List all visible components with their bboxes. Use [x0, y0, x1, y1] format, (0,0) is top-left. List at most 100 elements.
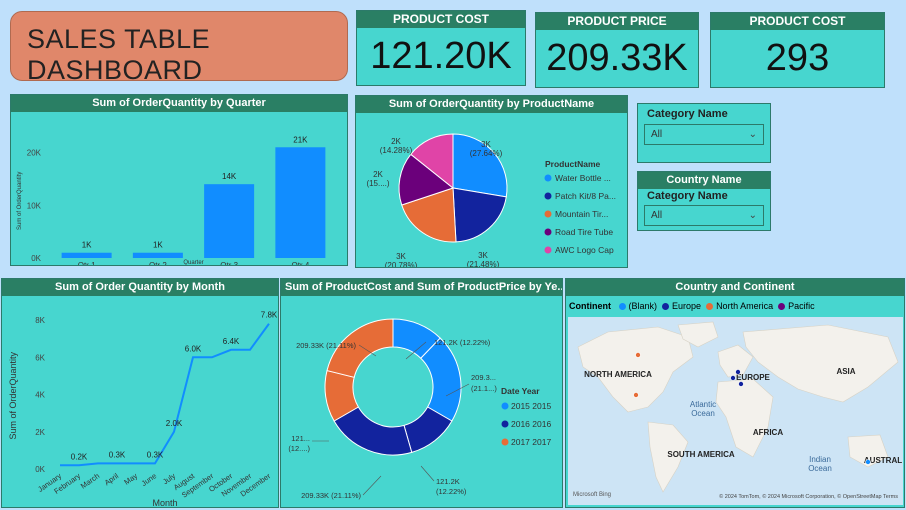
- legend-item[interactable]: Mountain Tir...: [555, 209, 608, 219]
- map-legend-item[interactable]: Europe: [662, 301, 701, 311]
- bar-data-label: 1K: [153, 241, 163, 250]
- legend-marker: [544, 246, 552, 254]
- x-axis-label: Month: [152, 498, 177, 508]
- pie-slice[interactable]: [410, 133, 454, 190]
- kpi-value: 209.33K: [546, 37, 688, 79]
- bing-logo: Microsoft Bing: [573, 492, 611, 498]
- map-place-label: ASIA: [836, 367, 855, 376]
- category-slicer[interactable]: Category Name All ⌄: [637, 103, 771, 163]
- slice-pct-label: (20.78%): [385, 261, 418, 268]
- map-data-point[interactable]: [738, 381, 744, 387]
- legend-title: Date Year: [501, 386, 540, 396]
- map-place-label: AUSTRAL: [864, 456, 902, 465]
- donut-data-label: (21.1...): [471, 384, 497, 393]
- point-data-label: 6.0K: [185, 344, 202, 353]
- pie-slice[interactable]: [398, 153, 455, 206]
- kpi-label: PRODUCT COST: [711, 13, 884, 30]
- country-dropdown[interactable]: All ⌄: [644, 205, 764, 226]
- map-place-label: SOUTH AMERICA: [667, 450, 734, 459]
- legend-marker: [544, 192, 552, 200]
- product-pie-chart: 3K(27.64%)3K(21.48%)3K(20.78%)2K(15....)…: [366, 133, 616, 268]
- slice-pct-label: (14.28%): [380, 146, 413, 155]
- x-axis-label: Quarter: [183, 260, 203, 266]
- map-data-point[interactable]: [735, 369, 741, 375]
- bar[interactable]: [132, 252, 183, 258]
- landmass: [847, 434, 889, 468]
- month-chart-title: Sum of Order Quantity by Month: [2, 279, 278, 296]
- y-tick-label: 10K: [27, 201, 42, 210]
- pie-slice[interactable]: [452, 187, 507, 243]
- point-data-label: 0.3K: [147, 450, 164, 459]
- landmass: [577, 326, 694, 413]
- landmass: [677, 321, 719, 348]
- point-data-label: 0.3K: [109, 450, 126, 459]
- month-chart-panel[interactable]: Sum of Order Quantity by Month 8K 6K 4K 2K 0…: [1, 278, 279, 508]
- legend-marker: [501, 438, 509, 446]
- donut-data-label: (12....): [288, 444, 310, 453]
- bar[interactable]: [61, 252, 112, 258]
- map-panel[interactable]: Country and Continent Continent (Blank) E…: [565, 278, 905, 508]
- map-data-point[interactable]: [633, 392, 639, 398]
- product-pie-panel[interactable]: Sum of OrderQuantity by ProductName 3K (2…: [355, 95, 628, 268]
- point-data-label: 6.4K: [223, 337, 240, 346]
- slice-pct-label: (21.48%): [467, 260, 500, 268]
- x-tick-label: Qtr 2: [149, 261, 167, 266]
- legend-label: Pacific: [788, 301, 815, 311]
- map-data-point[interactable]: [865, 459, 871, 465]
- chevron-down-icon: ⌄: [748, 210, 757, 221]
- legend-item[interactable]: Road Tire Tube: [555, 227, 613, 237]
- donut-segment[interactable]: [326, 318, 394, 378]
- dropdown-value: All: [651, 129, 663, 140]
- point-data-label: 2.0K: [166, 419, 183, 428]
- map-place-label: NORTH AMERICA: [584, 370, 652, 379]
- pie-slice[interactable]: [452, 133, 508, 198]
- legend-item[interactable]: Patch Kit/8 Pa...: [555, 191, 616, 201]
- pie-slice[interactable]: [401, 187, 457, 243]
- map-legend: Continent (Blank) Europe North America Paci…: [569, 301, 815, 311]
- slice-value-label: 3K: [396, 252, 406, 261]
- category-dropdown[interactable]: All ⌄: [644, 124, 764, 145]
- world-map[interactable]: NORTH AMERICA EUROPEASIAAtlanticOceanAFRI…: [568, 317, 903, 505]
- series-line[interactable]: [60, 323, 270, 467]
- kpi-product-price[interactable]: PRODUCT PRICE 209.33K: [535, 12, 699, 88]
- map-data-point[interactable]: [730, 375, 736, 381]
- map-legend-item[interactable]: Pacific: [778, 301, 815, 311]
- bar[interactable]: [275, 147, 326, 258]
- donut-data-label: 121...: [291, 434, 310, 443]
- legend-item[interactable]: 2016 2016: [511, 419, 551, 429]
- quarter-chart-panel[interactable]: Sum of OrderQuantity by Quarter 20K 10K 0K…: [10, 94, 348, 266]
- kpi-value: 121.20K: [370, 35, 512, 77]
- bar[interactable]: [204, 184, 255, 258]
- y-tick-label: 2K: [35, 428, 45, 437]
- donut-chart-panel[interactable]: Sum of ProductCost and Sum of ProductPri…: [280, 278, 563, 508]
- x-tick-label: March: [79, 471, 101, 490]
- map-place-label: Ocean: [808, 464, 832, 473]
- x-tick-label: Qtr 3: [220, 261, 238, 266]
- kpi-product-cost-count[interactable]: PRODUCT COST 293: [710, 12, 885, 88]
- slice-pct-label: (27.64%): [470, 149, 503, 158]
- slice-value-label: 2K: [391, 137, 401, 146]
- legend-label: Europe: [672, 301, 702, 311]
- legend-item[interactable]: 2017 2017: [511, 437, 551, 447]
- landmass: [742, 324, 899, 403]
- x-tick-label: June: [140, 471, 158, 488]
- legend-item[interactable]: AWC Logo Cap: [555, 245, 614, 255]
- legend-item[interactable]: 2015 2015: [511, 401, 551, 411]
- map-legend-item[interactable]: North America: [706, 301, 773, 311]
- leader-line: [362, 475, 382, 496]
- legend-item[interactable]: Water Bottle ...: [555, 173, 611, 183]
- month-line-chart: 8K 6K 4K 2K 0K Sum of OrderQuantity 0.2K 0.3K 0.…: [8, 311, 278, 508]
- kpi-label: PRODUCT PRICE: [536, 13, 698, 30]
- dropdown-value: All: [651, 210, 663, 221]
- kpi-value: 293: [765, 37, 830, 79]
- kpi-label: PRODUCT COST: [357, 11, 525, 28]
- slicer-label: Category Name: [647, 108, 728, 120]
- x-tick-label: Qtr 4: [291, 261, 309, 266]
- map-attribution[interactable]: © 2024 TomTom, © 2024 Microsoft Corporat…: [719, 493, 898, 500]
- map-data-point[interactable]: [635, 352, 641, 358]
- legend-title: ProductName: [545, 159, 601, 169]
- country-slicer[interactable]: Country Name Category Name All ⌄: [637, 171, 771, 231]
- kpi-product-cost[interactable]: PRODUCT COST 121.20K: [356, 10, 526, 86]
- landmass: [647, 421, 689, 493]
- map-legend-item[interactable]: (Blank): [618, 301, 657, 311]
